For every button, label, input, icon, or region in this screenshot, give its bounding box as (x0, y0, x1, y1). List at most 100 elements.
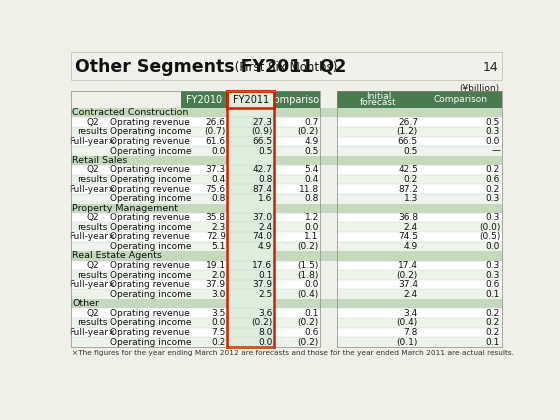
Text: Full-year×: Full-year× (69, 280, 116, 289)
Bar (227, 223, 274, 232)
Bar (71, 184, 320, 194)
Bar (227, 232, 274, 242)
Text: Q2: Q2 (86, 261, 99, 270)
Text: 66.5: 66.5 (398, 137, 418, 146)
Text: (0.2): (0.2) (297, 242, 319, 251)
Text: 0.2: 0.2 (486, 165, 500, 174)
Bar (181, 91, 320, 108)
Bar (71, 146, 320, 156)
Text: 0.4: 0.4 (212, 175, 226, 184)
Text: 0.2: 0.2 (486, 318, 500, 327)
Text: 0.4: 0.4 (305, 175, 319, 184)
Text: Other: Other (72, 299, 99, 308)
Text: 3.4: 3.4 (404, 309, 418, 318)
Text: 1.3: 1.3 (404, 194, 418, 203)
Bar (71, 91, 320, 347)
Text: 3.5: 3.5 (212, 309, 226, 318)
Bar (227, 146, 274, 156)
Text: 0.5: 0.5 (404, 147, 418, 155)
Text: Full-year×: Full-year× (69, 185, 116, 194)
Bar (337, 318, 502, 328)
Text: (0.4): (0.4) (396, 318, 418, 327)
Bar (320, 127, 337, 136)
Text: 27.3: 27.3 (252, 118, 272, 127)
Bar (337, 117, 502, 127)
Text: Q2: Q2 (86, 213, 99, 222)
Bar (320, 289, 337, 299)
Text: Oprating revenue: Oprating revenue (110, 185, 190, 194)
Text: Q2: Q2 (86, 165, 99, 174)
Text: 5.1: 5.1 (212, 242, 226, 251)
Text: Oprating revenue: Oprating revenue (110, 213, 190, 222)
Bar (320, 136, 337, 146)
Text: 26.7: 26.7 (398, 118, 418, 127)
Text: Operating income: Operating income (110, 270, 192, 280)
Bar (320, 318, 337, 328)
Text: 1.6: 1.6 (258, 194, 272, 203)
Bar (337, 270, 502, 280)
Bar (320, 213, 337, 223)
Text: Comparison: Comparison (433, 95, 488, 104)
Text: Q2: Q2 (86, 309, 99, 318)
Bar (320, 194, 337, 204)
Text: 74.0: 74.0 (252, 232, 272, 241)
Text: Oprating revenue: Oprating revenue (110, 137, 190, 146)
Bar (337, 146, 502, 156)
Text: 42.5: 42.5 (398, 165, 418, 174)
Text: 1.2: 1.2 (305, 213, 319, 222)
Bar (71, 289, 320, 299)
Text: Operating income: Operating income (110, 338, 192, 346)
Text: 72.9: 72.9 (206, 232, 226, 241)
Text: 35.8: 35.8 (206, 213, 226, 222)
Bar (320, 328, 337, 337)
Text: 0.3: 0.3 (486, 213, 500, 222)
Text: Oprating revenue: Oprating revenue (110, 328, 190, 337)
Bar (320, 280, 337, 289)
Bar (320, 308, 337, 318)
Text: 1.1: 1.1 (305, 232, 319, 241)
Text: Oprating revenue: Oprating revenue (110, 118, 190, 127)
Text: 66.5: 66.5 (252, 137, 272, 146)
Text: Real Estate Agents: Real Estate Agents (72, 252, 162, 260)
Bar (337, 232, 502, 242)
Text: 37.4: 37.4 (398, 280, 418, 289)
Bar (227, 117, 274, 127)
Bar (71, 108, 502, 117)
Text: 0.8: 0.8 (305, 194, 319, 203)
Bar (227, 136, 274, 146)
Text: (0.2): (0.2) (297, 318, 319, 327)
Bar (227, 299, 274, 308)
Text: 37.3: 37.3 (206, 165, 226, 174)
Text: 37.0: 37.0 (252, 213, 272, 222)
Bar (71, 328, 320, 337)
Text: 0.3: 0.3 (486, 127, 500, 136)
Bar (337, 194, 502, 204)
Text: (0.4): (0.4) (297, 290, 319, 299)
Bar (337, 260, 502, 270)
Text: Full-year×: Full-year× (69, 137, 116, 146)
Text: 0.3: 0.3 (486, 194, 500, 203)
Bar (337, 91, 502, 347)
Text: 36.8: 36.8 (398, 213, 418, 222)
Text: 87.4: 87.4 (252, 185, 272, 194)
Bar (337, 136, 502, 146)
Bar (337, 289, 502, 299)
Bar (71, 223, 320, 232)
Text: Oprating revenue: Oprating revenue (110, 165, 190, 174)
Bar (320, 260, 337, 270)
Bar (337, 127, 502, 136)
Bar (71, 337, 320, 347)
Text: Operating income: Operating income (110, 147, 192, 155)
Text: 74.5: 74.5 (398, 232, 418, 241)
Bar (227, 108, 274, 117)
Text: 7.8: 7.8 (404, 328, 418, 337)
Text: 19.1: 19.1 (206, 261, 226, 270)
Bar (71, 308, 320, 318)
Text: ×The figures for the year ending March 2012 are forecasts and those for the year: ×The figures for the year ending March 2… (72, 350, 514, 356)
Text: results: results (77, 223, 108, 232)
Text: (0.7): (0.7) (204, 127, 226, 136)
Text: 0.5: 0.5 (258, 147, 272, 155)
Bar (227, 213, 274, 223)
Text: (0.1): (0.1) (396, 338, 418, 346)
Text: 8.0: 8.0 (258, 328, 272, 337)
